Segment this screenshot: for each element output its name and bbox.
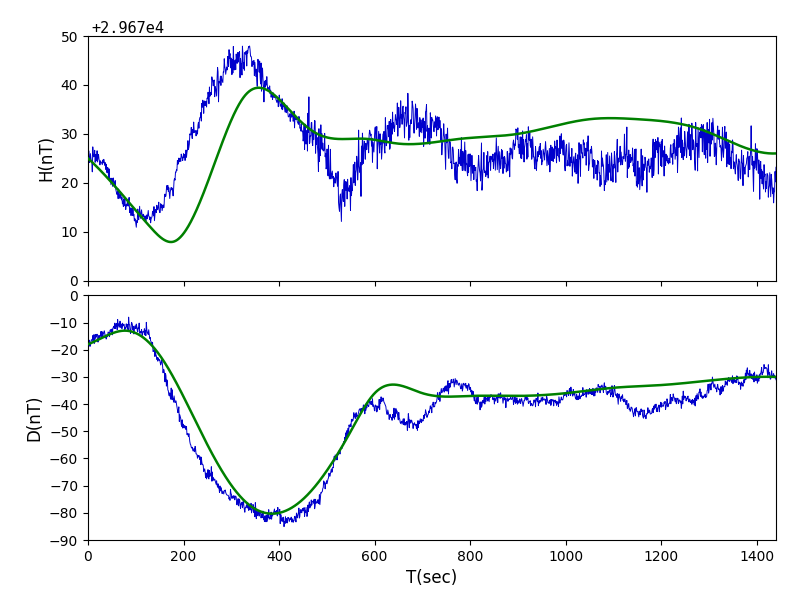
Y-axis label: H(nT): H(nT)	[37, 135, 55, 181]
Y-axis label: D(nT): D(nT)	[26, 394, 43, 441]
Text: +2.967e4: +2.967e4	[91, 21, 165, 36]
X-axis label: T(sec): T(sec)	[406, 569, 458, 587]
